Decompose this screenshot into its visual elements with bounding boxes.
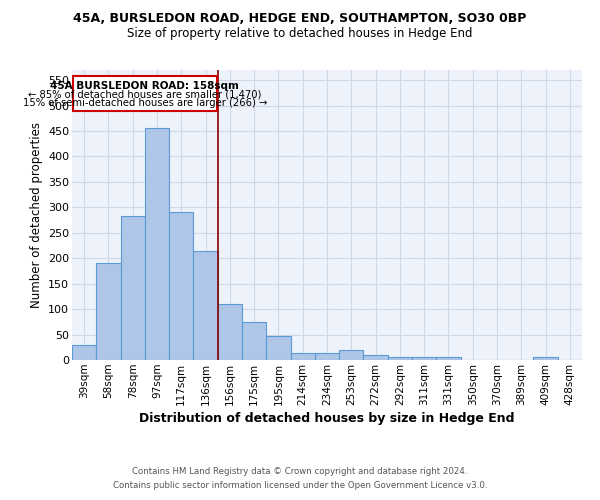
Bar (72, 344, 96, 360)
Bar (339, 350, 364, 360)
Bar (266, 336, 290, 360)
Bar (242, 322, 266, 360)
Bar (388, 357, 412, 360)
Text: 15% of semi-detached houses are larger (266) →: 15% of semi-detached houses are larger (… (23, 98, 267, 108)
Y-axis label: Number of detached properties: Number of detached properties (29, 122, 43, 308)
Text: Contains HM Land Registry data © Crown copyright and database right 2024.: Contains HM Land Registry data © Crown c… (132, 467, 468, 476)
Bar (290, 353, 315, 360)
Text: 45A BURSLEDON ROAD: 158sqm: 45A BURSLEDON ROAD: 158sqm (50, 81, 239, 91)
Bar (121, 216, 145, 360)
Bar (533, 358, 558, 360)
Text: 45A, BURSLEDON ROAD, HEDGE END, SOUTHAMPTON, SO30 0BP: 45A, BURSLEDON ROAD, HEDGE END, SOUTHAMP… (73, 12, 527, 26)
Bar (364, 356, 388, 360)
Bar (436, 358, 461, 360)
X-axis label: Distribution of detached houses by size in Hedge End: Distribution of detached houses by size … (139, 412, 515, 425)
Bar (315, 353, 339, 360)
Text: Contains public sector information licensed under the Open Government Licence v3: Contains public sector information licen… (113, 481, 487, 490)
Text: ← 85% of detached houses are smaller (1,470): ← 85% of detached houses are smaller (1,… (28, 90, 262, 100)
Bar (193, 250, 218, 360)
Bar (412, 358, 436, 360)
Text: Size of property relative to detached houses in Hedge End: Size of property relative to detached ho… (127, 28, 473, 40)
Bar (218, 304, 242, 360)
Bar (169, 212, 193, 360)
Bar (96, 263, 121, 360)
Bar (145, 128, 169, 360)
Bar (73, 76, 217, 110)
